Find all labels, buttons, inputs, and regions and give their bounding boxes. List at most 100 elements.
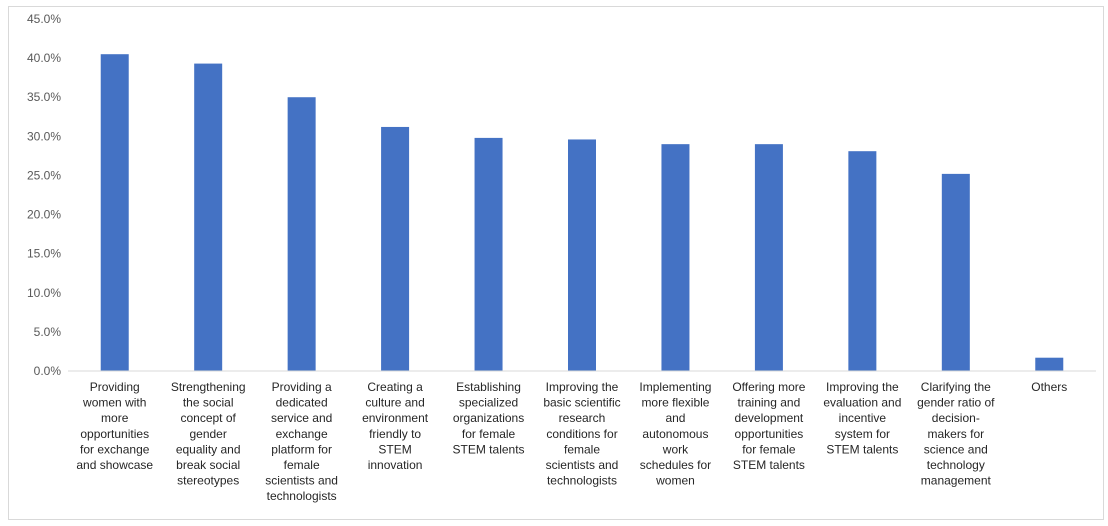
x-category-label: Establishing specialized organizations for … xyxy=(453,380,525,456)
x-category-label-line: female xyxy=(564,442,600,456)
y-tick-label: 45.0% xyxy=(27,12,61,26)
x-category-label-line: service and xyxy=(271,411,332,425)
bar xyxy=(754,144,783,371)
chart-frame: 0.0% 5.0% 10.0% 15.0% 20.0% 25.0% 30.0% 35.0% 40… xyxy=(8,6,1104,520)
x-category-label-line: scientists and xyxy=(546,458,619,472)
x-category-label-line: culture and xyxy=(365,396,424,410)
x-category-label: Clarifying the gender ratio of decision-ma… xyxy=(917,380,995,488)
x-category-label-line: for female xyxy=(462,427,516,441)
x-category-label-line: women xyxy=(655,474,695,488)
x-category-label: Improving the basic scientific research con… xyxy=(543,380,620,488)
x-category-label-line: and showcase xyxy=(76,458,153,472)
x-category-label-line: Establishing xyxy=(456,380,521,394)
x-category-label: Implementing more flexible and autonomous wo… xyxy=(639,380,711,488)
x-category-label-line: STEM talents xyxy=(453,442,525,456)
x-category-label-line: opportunities xyxy=(735,427,804,441)
bar xyxy=(941,173,970,371)
x-category-label: Others xyxy=(1031,380,1067,394)
y-tick-label: 30.0% xyxy=(27,129,61,143)
x-category-label-line: technologists xyxy=(547,474,617,488)
x-category-label-line: science and xyxy=(924,442,988,456)
x-category-label-line: Improving the xyxy=(546,380,619,394)
y-tick-label: 0.0% xyxy=(34,364,62,378)
x-category-label: Creating a culture and environment friendly… xyxy=(362,380,429,472)
x-category-label-line: more flexible xyxy=(641,396,709,410)
x-category-label-line: gender xyxy=(189,427,226,441)
x-category-label-line: management xyxy=(921,474,992,488)
bar xyxy=(287,97,316,371)
x-category-label-line: Others xyxy=(1031,380,1067,394)
x-category-label-line: system for xyxy=(835,427,890,441)
bar xyxy=(100,54,129,371)
x-category-label: Offering more training and development oppo… xyxy=(732,380,805,472)
x-category-label: Providing a dedicated service and exchange p… xyxy=(265,380,338,503)
y-tick-label: 25.0% xyxy=(27,168,61,182)
y-tick-label: 35.0% xyxy=(27,90,61,104)
x-category-label-line: basic scientific xyxy=(543,396,620,410)
x-category-label-line: technology xyxy=(927,458,985,472)
x-category-label-line: stereotypes xyxy=(177,474,239,488)
x-category-label-line: for female xyxy=(742,442,796,456)
bar-chart: 0.0% 5.0% 10.0% 15.0% 20.0% 25.0% 30.0% 35.0% 40… xyxy=(27,12,1096,503)
x-category-label-line: Offering more xyxy=(732,380,805,394)
x-category-label-line: evaluation and xyxy=(823,396,901,410)
x-category-label-line: specialized xyxy=(459,396,518,410)
x-category-label-line: conditions for xyxy=(546,427,617,441)
x-category-label-line: women with xyxy=(82,396,146,410)
x-category-label-line: break social xyxy=(176,458,240,472)
bar xyxy=(1035,357,1064,371)
x-category-label-line: and xyxy=(665,411,685,425)
x-category-label-line: research xyxy=(559,411,606,425)
x-category-label-line: makers for xyxy=(927,427,984,441)
x-category-label-line: training and xyxy=(738,396,801,410)
x-category-label-line: equality and xyxy=(176,442,241,456)
x-category-label-line: work xyxy=(662,442,689,456)
x-category-label-line: dedicated xyxy=(276,396,328,410)
bar xyxy=(568,139,596,371)
x-category-label-line: Implementing xyxy=(639,380,711,394)
y-tick-label: 20.0% xyxy=(27,208,61,222)
x-category-label-line: environment xyxy=(362,411,429,425)
x-category-label-line: exchange xyxy=(276,427,328,441)
y-tick-label: 10.0% xyxy=(27,286,61,300)
x-category-label-line: innovation xyxy=(368,458,423,472)
category-labels: Providing women with more opportunities for … xyxy=(76,380,1067,503)
x-category-label-line: scientists and xyxy=(265,474,338,488)
x-category-label: Improving the evaluation and incentive syst… xyxy=(823,380,901,456)
x-category-label-line: more xyxy=(101,411,129,425)
x-category-label-line: female xyxy=(284,458,320,472)
y-axis: 0.0% 5.0% 10.0% 15.0% 20.0% 25.0% 30.0% 35.0% 40… xyxy=(27,12,61,378)
x-category-label-line: technologists xyxy=(267,489,337,503)
y-tick-label: 5.0% xyxy=(34,325,62,339)
x-category-label-line: Providing xyxy=(90,380,140,394)
x-category-label-line: Improving the xyxy=(826,380,899,394)
x-category-label-line: Creating a xyxy=(367,380,423,394)
x-category-label-line: for exchange xyxy=(80,442,150,456)
x-category-label-line: organizations xyxy=(453,411,524,425)
x-category-label-line: platform for xyxy=(271,442,332,456)
x-category-label-line: decision- xyxy=(932,411,980,425)
x-category-label-line: friendly to xyxy=(369,427,421,441)
x-category-label-line: STEM xyxy=(378,442,411,456)
x-category-label: Providing women with more opportunities for … xyxy=(76,380,153,472)
x-category-label-line: Strengthening xyxy=(171,380,246,394)
x-category-label-line: Clarifying the xyxy=(921,380,991,394)
x-category-label-line: autonomous xyxy=(642,427,708,441)
x-category-label-line: opportunities xyxy=(80,427,149,441)
bar xyxy=(848,151,877,371)
bar xyxy=(381,126,410,372)
bars xyxy=(100,54,1064,372)
bar xyxy=(194,63,223,371)
x-category-label-line: STEM talents xyxy=(733,458,805,472)
bar xyxy=(474,137,503,371)
y-tick-label: 15.0% xyxy=(27,247,61,261)
x-category-label-line: gender ratio of xyxy=(917,396,995,410)
x-category-label-line: schedules for xyxy=(640,458,711,472)
x-category-label-line: Providing a xyxy=(272,380,332,394)
y-tick-label: 40.0% xyxy=(27,51,61,65)
x-category-label-line: development xyxy=(735,411,804,425)
bar xyxy=(661,144,690,371)
x-category-label-line: the social xyxy=(183,396,234,410)
x-category-label: Strengthening the social concept of gender e… xyxy=(171,380,246,488)
x-category-label-line: concept of xyxy=(180,411,236,425)
